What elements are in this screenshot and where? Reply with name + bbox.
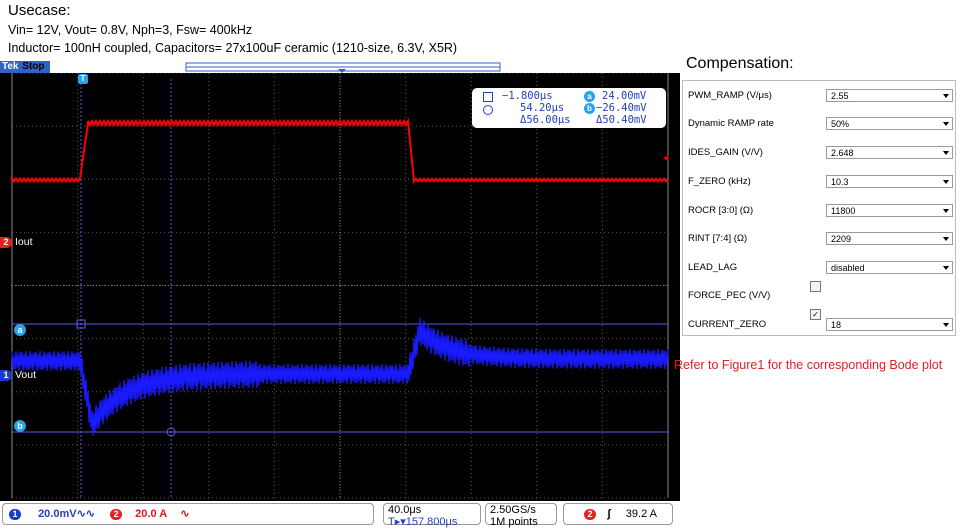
cursor-a-tag: a <box>584 91 595 102</box>
dynamic-ramp-select[interactable]: 50% <box>826 117 953 130</box>
dynamic-ramp-value: 50% <box>831 119 850 129</box>
cursor-a-value: 24.00mV <box>602 90 647 102</box>
load-step-annotation: Load step= 27A @ 10A/us <box>178 132 330 147</box>
scope-grid <box>11 72 669 499</box>
ch1-label: Vout <box>15 369 37 381</box>
cursor-b-value: −26.40mV <box>596 102 647 114</box>
chevron-down-icon <box>943 180 949 184</box>
chevron-down-icon <box>943 237 949 241</box>
scope-top-bar: Tek Stop <box>0 61 680 73</box>
usecase-title: Usecase: <box>8 2 71 19</box>
cursor-b-marker: b <box>14 420 26 432</box>
delta-value: Δ50.40mV <box>596 114 647 126</box>
check-icon: ✓ <box>812 310 819 319</box>
lead-lag-select[interactable]: disabled <box>826 261 953 274</box>
vout-trace <box>11 318 669 436</box>
ides-gain-value: 2.648 <box>831 148 854 158</box>
brand-label: Tek <box>2 61 19 72</box>
timebase-box: 40.0μs T▸▾157.800μs <box>383 503 481 528</box>
ch1-scale: 20.0mV <box>38 508 77 520</box>
param-f-zero-label: F_ZERO (kHz) <box>688 176 751 187</box>
cursor-square-marker <box>76 319 86 329</box>
ch1-marker: 1 <box>0 370 12 381</box>
sample-rate: 2.50GS/s <box>490 504 536 516</box>
cursor-measurement-box: −1.800μs 54.20μs Δ56.00μs a b 24.00mV −2… <box>472 88 666 128</box>
ch2-scale: 20.0 A <box>135 508 168 520</box>
bode-plot-note: Refer to Figure1 for the corresponding B… <box>674 358 943 372</box>
rint-value: 2209 <box>831 234 852 244</box>
force-pec-checkbox[interactable] <box>810 281 821 292</box>
ides-gain-select[interactable]: 2.648 <box>826 146 953 159</box>
pwm-ramp-value: 2.55 <box>831 91 849 101</box>
trigger-position: T▸▾157.800μs <box>388 516 458 528</box>
ch2-offset-arrow: ◂ <box>663 152 669 164</box>
trigger-position-marker: T <box>78 74 88 84</box>
lead-lag-value: disabled <box>831 263 865 273</box>
rocr-select[interactable]: 11800 <box>826 204 953 217</box>
scope-plot <box>11 72 669 499</box>
ch2-marker: 2 <box>0 237 12 248</box>
usecase-components: Inductor= 100nH coupled, Capacitors= 27x… <box>8 41 458 55</box>
square-cursor-icon <box>483 92 493 102</box>
param-force-pec-label: FORCE_PEC (V/V) <box>688 290 771 301</box>
cursor2-time: 54.20μs <box>520 102 565 114</box>
oscilloscope-screen: Tek Stop T −1.800μs 54.20μs Δ56.00μs a b… <box>0 61 680 529</box>
rocr-value: 11800 <box>831 206 856 216</box>
chevron-down-icon <box>943 94 949 98</box>
cursor1-time: −1.800μs <box>502 90 553 102</box>
current-zero-select[interactable]: 18 <box>826 318 953 331</box>
acquisition-box: 2.50GS/s 1M points <box>485 503 557 528</box>
ch2-coupling-icon: ∿ <box>180 508 190 520</box>
chevron-down-icon <box>943 122 949 126</box>
delta-time: Δ56.00μs <box>520 114 571 126</box>
param-rint-label: RINT [7:4] (Ω) <box>688 233 748 244</box>
param-lead-lag-label: LEAD_LAG <box>688 262 738 273</box>
pwm-ramp-select[interactable]: 2.55 <box>826 89 953 102</box>
trigger-channel: 2 <box>584 509 596 520</box>
ch1-scale-num: 1 <box>9 509 21 520</box>
circle-cursor-icon <box>483 105 493 115</box>
ch2-scale-num: 2 <box>110 509 123 520</box>
scope-status-bar: 1 20.0mV∿∿ 2 20.0 A ∿ 40.0μs T▸▾157.800μ… <box>0 501 680 529</box>
compensation-title: Compensation: <box>686 55 794 72</box>
ch2-label: Iout <box>15 236 33 248</box>
trigger-slope-icon: ʃ <box>607 508 611 520</box>
compensation-panel: PWM_RAMP (V/μs) 2.55 Dynamic RAMP rate 5… <box>682 80 956 336</box>
trigger-marker-text: T <box>80 74 86 83</box>
record-length: 1M points <box>490 516 538 528</box>
iout-trace <box>11 117 669 184</box>
current-zero-value: 18 <box>831 320 842 330</box>
param-current-zero-label: CURRENT_ZERO <box>688 319 767 330</box>
acquisition-state: Stop <box>22 61 45 72</box>
param-dynamic-ramp-label: Dynamic RAMP rate <box>688 118 774 129</box>
param-rocr-label: ROCR [3:0] (Ω) <box>688 205 754 216</box>
f-zero-select[interactable]: 10.3 <box>826 175 953 188</box>
chevron-down-icon <box>943 266 949 270</box>
ch1-coupling-icon: ∿∿ <box>76 508 96 520</box>
rint-select[interactable]: 2209 <box>826 232 953 245</box>
param-ides-gain-label: IDES_GAIN (V/V) <box>688 147 763 158</box>
usecase-parameters: Vin= 12V, Vout= 0.8V, Nph=3, Fsw= 400kHz <box>8 23 253 37</box>
trigger-box: 2 ʃ 39.2 A <box>563 503 673 525</box>
tek-status-label: Tek Stop <box>0 61 50 73</box>
channel-scale-box: 1 20.0mV∿∿ 2 20.0 A ∿ <box>2 503 374 525</box>
current-zero-checkbox[interactable]: ✓ <box>810 309 821 320</box>
cursor-a-marker: a <box>14 324 26 336</box>
timebase: 40.0μs <box>388 504 422 516</box>
cursor-circle-marker <box>166 427 176 437</box>
f-zero-value: 10.3 <box>831 177 849 187</box>
chevron-down-icon <box>943 323 949 327</box>
chevron-down-icon <box>943 209 949 213</box>
param-pwm-ramp-label: PWM_RAMP (V/μs) <box>688 90 772 101</box>
trigger-level: 39.2 A <box>625 508 657 520</box>
chevron-down-icon <box>943 151 949 155</box>
cursor-b-tag: b <box>584 103 595 114</box>
